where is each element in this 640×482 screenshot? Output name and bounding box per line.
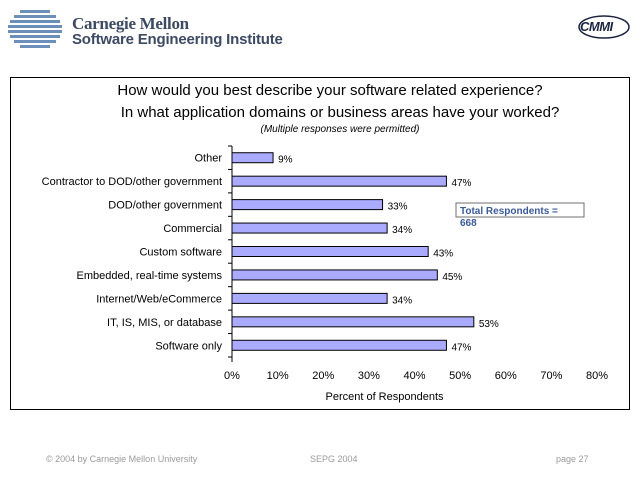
org-name: Carnegie Mellon — [72, 14, 189, 33]
category-label: Commercial — [163, 223, 222, 235]
footer-event: SEPG 2004 — [310, 454, 358, 464]
annotation-text: Total Respondents = 668 — [460, 206, 558, 229]
x-tick-label: 30% — [358, 370, 380, 382]
data-label: 9% — [278, 155, 293, 166]
bar — [231, 246, 429, 257]
category-label: DOD/other government — [108, 200, 222, 212]
org-subtitle: Software Engineering Institute — [72, 31, 283, 48]
slide-header: Carnegie Mellon Software Engineering Ins… — [0, 0, 640, 60]
bar — [231, 199, 384, 211]
chart-frame — [10, 77, 630, 410]
cmmi-logo-icon — [578, 15, 630, 39]
data-label: 34% — [392, 295, 412, 306]
category-label: Contractor to DOD/other government — [42, 176, 222, 188]
bar — [231, 175, 447, 187]
bar — [231, 222, 388, 234]
x-tick-label: 80% — [586, 370, 608, 382]
bar — [231, 152, 274, 164]
x-axis-label: Percent of Respondents — [325, 391, 444, 403]
x-tick-label: 50% — [449, 370, 471, 382]
sei-logo-icon — [8, 10, 62, 48]
data-label: 53% — [479, 319, 499, 330]
x-tick-label: 0% — [224, 370, 240, 382]
bar — [231, 316, 475, 328]
bar — [231, 269, 438, 281]
x-tick-label: 40% — [403, 370, 425, 382]
x-tick-label: 20% — [312, 370, 334, 382]
bar — [231, 339, 447, 351]
x-tick-label: 70% — [540, 370, 562, 382]
data-label: 47% — [451, 178, 471, 189]
x-tick-label: 10% — [267, 370, 289, 382]
data-label: 45% — [442, 272, 462, 283]
data-label: 34% — [392, 225, 412, 236]
category-label: Other — [194, 153, 222, 165]
chart-subtitle: (Multiple responses were permitted) — [260, 124, 420, 135]
category-label: Embedded, real-time systems — [77, 270, 223, 282]
bar — [231, 292, 388, 304]
category-label: Software only — [155, 340, 222, 352]
data-label: 43% — [433, 249, 453, 260]
chart-title: How would you best describe your softwar… — [117, 82, 543, 99]
data-label: 33% — [388, 202, 408, 213]
category-label: Internet/Web/eCommerce — [96, 293, 222, 305]
data-label: 47% — [451, 342, 471, 353]
footer-copyright: © 2004 by Carnegie Mellon University — [46, 454, 198, 464]
chart-title-2: In what application domains or business … — [120, 104, 560, 121]
cmmi-badge: CMMI — [580, 19, 613, 34]
footer-page-number: page 27 — [556, 454, 589, 464]
category-label: Custom software — [139, 247, 222, 259]
category-label: IT, IS, MIS, or database — [107, 317, 222, 329]
x-tick-label: 60% — [495, 370, 517, 382]
annotation-box — [455, 202, 585, 218]
